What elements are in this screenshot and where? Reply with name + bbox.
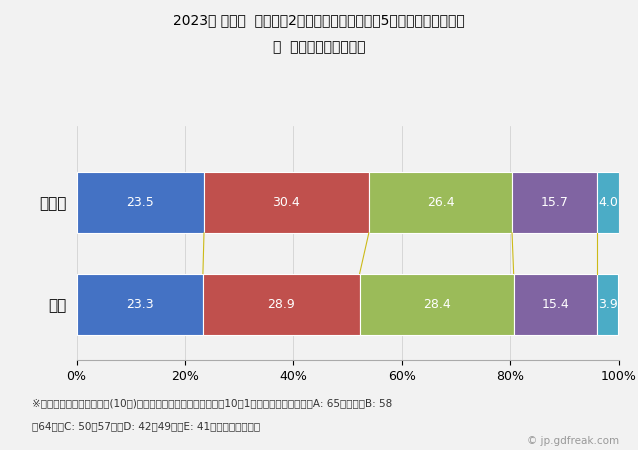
Text: 23.3: 23.3 bbox=[126, 297, 154, 310]
Bar bbox=[203, 274, 360, 334]
Bar bbox=[369, 172, 512, 233]
Bar bbox=[597, 274, 618, 334]
Bar bbox=[514, 274, 597, 334]
Bar bbox=[77, 274, 203, 334]
Text: 2023年 山形県  女子中学2年生の体力運動能力の5段階評価による分布: 2023年 山形県 女子中学2年生の体力運動能力の5段階評価による分布 bbox=[173, 14, 465, 27]
Text: 30.4: 30.4 bbox=[272, 196, 300, 209]
Text: 28.9: 28.9 bbox=[267, 297, 295, 310]
Text: 23.5: 23.5 bbox=[126, 196, 154, 209]
Bar bbox=[204, 172, 369, 233]
Text: ～64点、C: 50～57点、D: 42～49点、E: 41点以下としている: ～64点、C: 50～57点、D: 42～49点、E: 41点以下としている bbox=[32, 421, 260, 431]
Bar bbox=[512, 172, 597, 233]
Text: 3.9: 3.9 bbox=[598, 297, 618, 310]
Text: ※体力・運動能力総合評価(10歳)は新体力テストの項目別得点（10～1点）の合計によって、A: 65点以上、B: 58: ※体力・運動能力総合評価(10歳)は新体力テストの項目別得点（10～1点）の合計… bbox=[32, 398, 392, 408]
Text: © jp.gdfreak.com: © jp.gdfreak.com bbox=[527, 436, 619, 446]
Text: 15.7: 15.7 bbox=[540, 196, 568, 209]
Bar bbox=[77, 172, 204, 233]
Text: ～  全国平均との比較～: ～ 全国平均との比較～ bbox=[273, 40, 365, 54]
Text: 4.0: 4.0 bbox=[598, 196, 618, 209]
Bar bbox=[360, 274, 514, 334]
Bar bbox=[597, 172, 619, 233]
Text: 28.4: 28.4 bbox=[423, 297, 450, 310]
Text: 26.4: 26.4 bbox=[427, 196, 454, 209]
Text: 15.4: 15.4 bbox=[542, 297, 569, 310]
